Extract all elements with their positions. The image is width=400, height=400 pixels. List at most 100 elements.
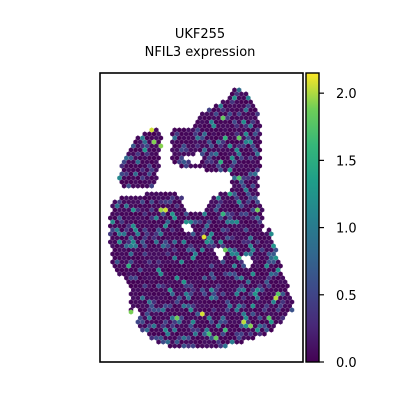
expression-spot — [202, 299, 207, 305]
expression-spot — [117, 263, 122, 269]
expression-spot — [119, 243, 125, 249]
expression-spot — [234, 267, 240, 273]
expression-spot — [236, 135, 242, 141]
expression-spot — [229, 155, 235, 161]
expression-spot — [183, 299, 189, 305]
expression-spot — [248, 123, 253, 129]
expression-spot — [110, 203, 115, 209]
expression-spot — [172, 319, 177, 325]
expression-spot — [225, 147, 230, 153]
expression-spot — [135, 135, 141, 141]
expression-spot — [241, 127, 246, 133]
expression-spot — [142, 131, 148, 137]
expression-spot — [206, 131, 212, 137]
expression-spot — [119, 195, 125, 201]
expression-spot — [220, 299, 226, 305]
expression-spot — [259, 287, 265, 293]
expression-spot — [243, 139, 249, 145]
expression-spot — [149, 279, 154, 285]
expression-spot — [135, 231, 141, 237]
expression-spot — [154, 263, 159, 269]
expression-spot — [234, 115, 240, 121]
expression-spot — [114, 203, 120, 209]
expression-spot — [190, 143, 196, 149]
expression-spot — [220, 315, 226, 321]
expression-spot — [246, 287, 251, 293]
expression-spot — [156, 339, 161, 345]
expression-spot — [131, 231, 136, 237]
expression-spot — [243, 251, 249, 257]
expression-spot — [165, 259, 171, 265]
expression-spot — [232, 191, 237, 197]
expression-spot — [243, 331, 249, 337]
expression-spot — [202, 227, 207, 233]
expression-spot — [252, 243, 258, 249]
expression-spot — [163, 231, 168, 237]
expression-spot — [243, 99, 249, 105]
expression-spot — [193, 227, 198, 233]
expression-spot — [147, 131, 152, 137]
expression-spot — [112, 199, 118, 205]
expression-spot — [195, 231, 200, 237]
expression-spot — [147, 283, 152, 289]
expression-spot — [200, 111, 205, 117]
expression-spot — [119, 235, 125, 241]
expression-spot — [213, 119, 219, 125]
expression-spot — [181, 151, 187, 157]
expression-spot — [262, 259, 267, 265]
expression-spot — [177, 335, 182, 341]
expression-spot — [142, 315, 148, 321]
expression-spot — [280, 307, 286, 313]
expression-spot — [223, 319, 228, 325]
expression-spot — [209, 111, 214, 117]
expression-spot — [225, 219, 230, 225]
expression-spot — [250, 215, 256, 221]
expression-spot — [124, 203, 129, 209]
expression-spot — [206, 227, 212, 233]
expression-spot — [223, 279, 228, 285]
expression-spot — [229, 99, 235, 105]
expression-spot — [229, 123, 235, 129]
colorbar-tick-label: 2.0 — [336, 87, 357, 102]
expression-spot — [232, 183, 237, 189]
expression-spot — [137, 171, 143, 177]
expression-spot — [179, 315, 184, 321]
expression-spot — [131, 175, 136, 181]
expression-spot — [264, 263, 269, 269]
expression-spot — [243, 203, 249, 209]
expression-spot — [232, 223, 237, 229]
expression-spot — [266, 243, 272, 249]
expression-spot — [131, 287, 136, 293]
expression-spot — [266, 283, 272, 289]
expression-spot — [135, 287, 141, 293]
expression-spot — [250, 191, 256, 197]
expression-spot — [172, 271, 177, 277]
expression-spot — [126, 263, 131, 269]
expression-spot — [174, 211, 180, 217]
expression-spot — [163, 271, 168, 277]
expression-spot — [206, 163, 212, 169]
expression-spot — [140, 279, 145, 285]
expression-spot — [188, 259, 194, 265]
expression-spot — [264, 311, 269, 317]
expression-spot — [266, 275, 272, 281]
expression-spot — [255, 295, 260, 301]
expression-spot — [285, 307, 290, 313]
expression-spot — [163, 279, 168, 285]
expression-spot — [250, 199, 256, 205]
expression-spot — [179, 139, 184, 145]
expression-spot — [195, 335, 200, 341]
expression-spot — [209, 255, 214, 261]
expression-spot — [142, 291, 148, 297]
expression-spot — [243, 179, 249, 185]
expression-spot — [151, 163, 157, 169]
expression-spot-high — [128, 309, 134, 315]
expression-spot — [131, 183, 136, 189]
expression-spot — [151, 243, 157, 249]
expression-spot — [229, 323, 235, 329]
expression-spot — [220, 139, 226, 145]
expression-spot — [204, 111, 210, 117]
expression-spot — [236, 167, 242, 173]
expression-spot — [160, 259, 166, 265]
